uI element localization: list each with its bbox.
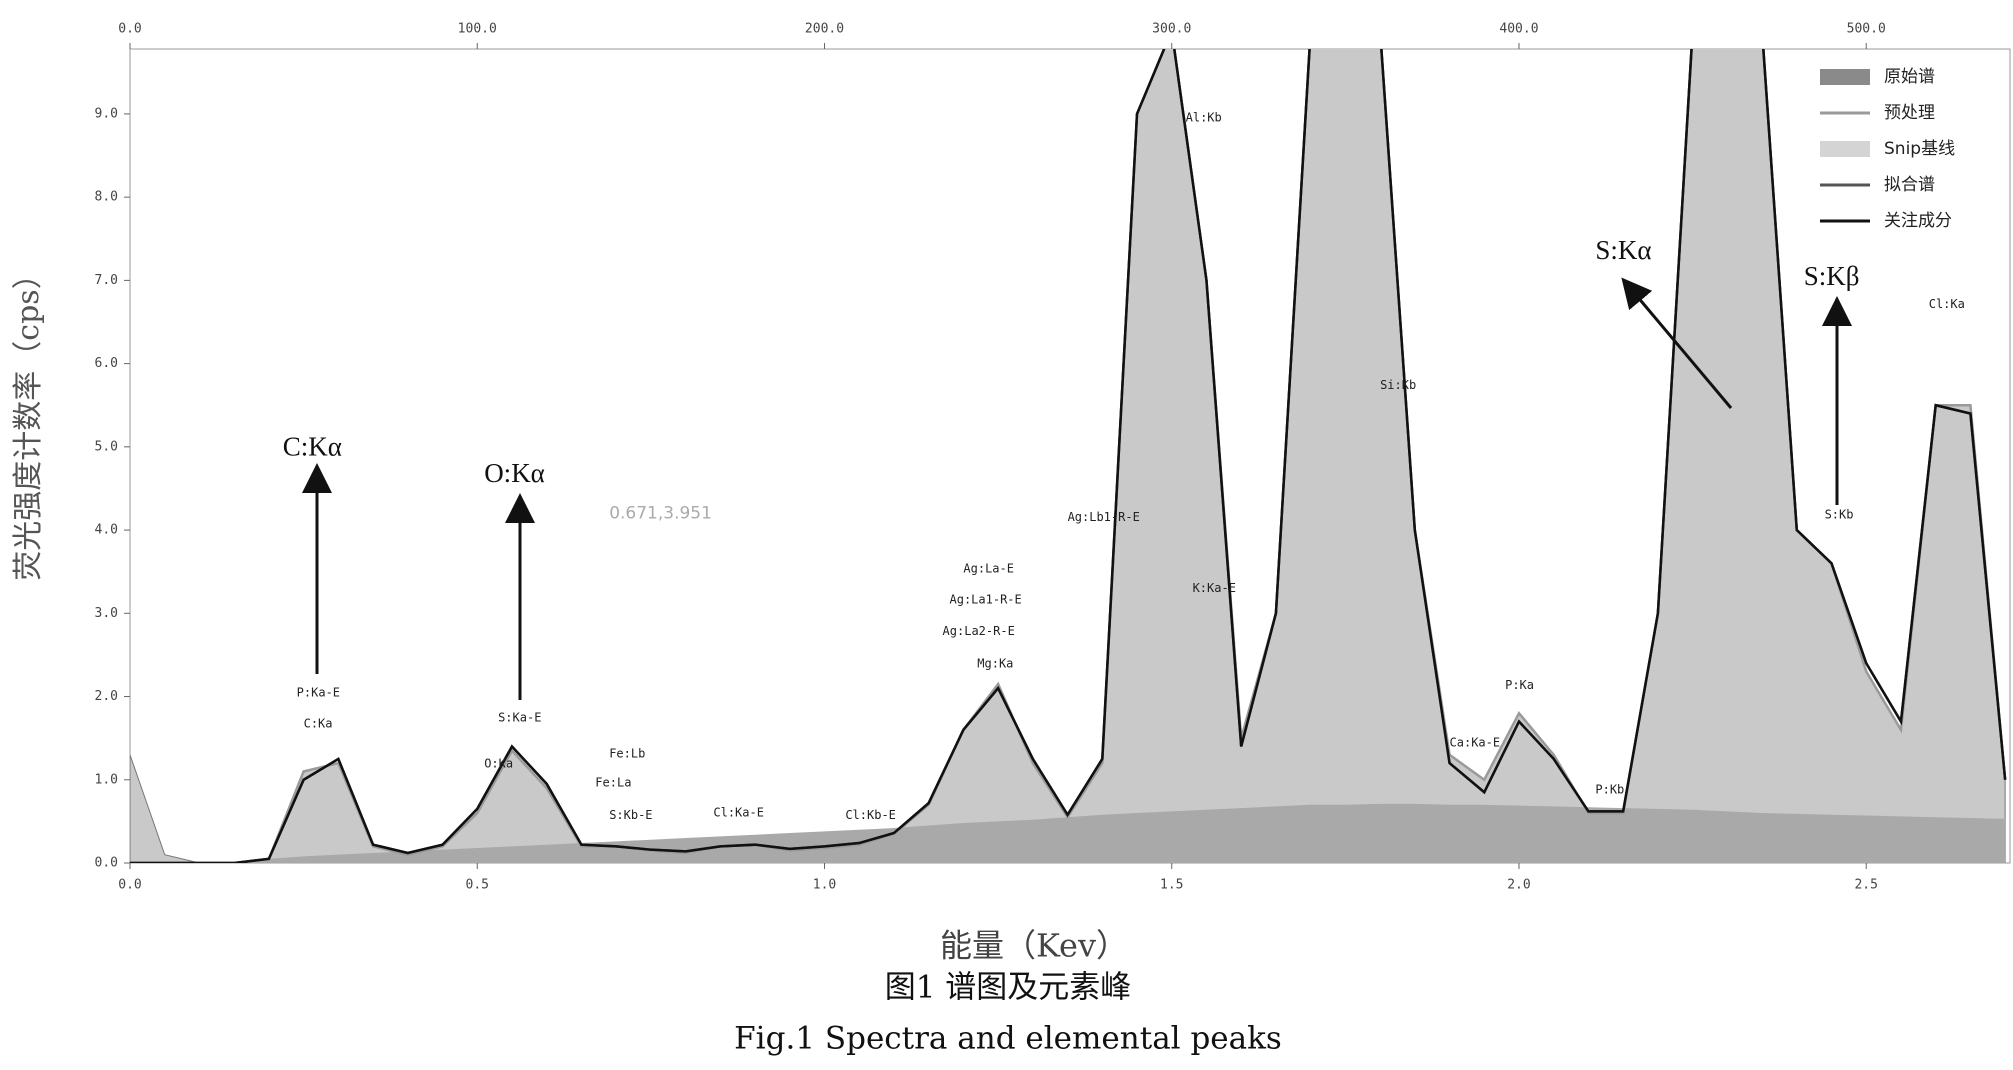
x-tick-label: 2.5	[1854, 878, 1877, 893]
y-tick-label: 4.0	[95, 523, 118, 538]
x2-tick-label: 300.0	[1152, 22, 1191, 37]
y-tick-label: 6.0	[95, 356, 118, 371]
peak-label: P:Ka-E	[297, 686, 340, 700]
y-tick-label: 5.0	[95, 439, 118, 454]
peak-label: Mg:Ka	[977, 657, 1013, 671]
peak-label: Cl:Kb-E	[845, 808, 896, 822]
arrow	[1621, 277, 1733, 409]
caption: 图1 谱图及元素峰	[885, 970, 1132, 1006]
spectrum-area	[130, 803, 2006, 863]
element-label: S:Kβ	[1804, 261, 1860, 291]
peak-label: Cl:Ka-E	[713, 806, 764, 820]
peak-label: S:Kb-E	[609, 808, 652, 822]
peak-label: Ag:La-E	[963, 562, 1014, 576]
y-tick-label: 1.0	[95, 772, 118, 787]
x2-tick-label: 500.0	[1847, 22, 1886, 37]
caption: Fig.1 Spectra and elemental peaks	[734, 1021, 1282, 1057]
peak-label: Al:Kb	[1186, 111, 1222, 125]
x2-tick-label: 200.0	[805, 22, 844, 37]
y-tick-label: 3.0	[95, 606, 118, 621]
x-axis-title: 能量（Kev）	[940, 927, 1128, 965]
x2-tick-label: 0.0	[118, 22, 141, 37]
spectrum-line	[130, 49, 2007, 863]
x-tick-label: 1.5	[1160, 878, 1183, 893]
peak-label: Cl:Ka	[1929, 297, 1965, 311]
x-tick-label: 0.5	[466, 878, 489, 893]
legend-label: 关注成分	[1884, 211, 1952, 231]
peak-label: Fe:La	[595, 776, 631, 790]
legend-label: 原始谱	[1884, 67, 1935, 87]
y-tick-label: 2.0	[95, 689, 118, 704]
legend-swatch	[1820, 141, 1870, 157]
legend-label: 拟合谱	[1884, 175, 1935, 195]
peak-label: Ag:La2-R-E	[943, 624, 1015, 638]
peak-label: C:Ka	[304, 717, 333, 731]
x-tick-label: 2.0	[1507, 878, 1530, 893]
y-axis-title: 荧光强度计数率（cps）	[11, 259, 46, 580]
peak-label: O:Ka	[484, 756, 513, 770]
spectrum-line	[130, 49, 2007, 863]
y-tick-label: 7.0	[95, 273, 118, 288]
peak-label: P:Ka	[1505, 678, 1534, 692]
plot-layer	[130, 49, 2007, 863]
x-tick-label: 1.0	[813, 878, 836, 893]
element-label: O:Kα	[484, 458, 545, 488]
y-tick-label: 0.0	[95, 856, 118, 871]
peak-label: Si:Kb	[1380, 378, 1416, 392]
peak-label: K:Ka-E	[1193, 581, 1236, 595]
y-tick-label: 8.0	[95, 190, 118, 205]
element-label: S:Kα	[1595, 235, 1651, 265]
peak-label: Ca:Ka-E	[1450, 736, 1501, 750]
element-label: C:Kα	[283, 432, 342, 462]
x-tick-label: 0.0	[118, 878, 141, 893]
x2-tick-label: 400.0	[1499, 22, 1538, 37]
peak-label: Ag:Lb1-R-E	[1068, 510, 1140, 524]
legend-swatch	[1820, 69, 1870, 85]
peak-label: Ag:La1-R-E	[950, 592, 1022, 606]
arrows	[302, 277, 1852, 700]
peak-label: P:Kb	[1595, 782, 1624, 796]
peak-label: S:Ka-E	[498, 711, 541, 725]
legend-label: 预处理	[1884, 103, 1935, 123]
legend-label: Snip基线	[1884, 139, 1955, 159]
x2-tick-label: 100.0	[458, 22, 497, 37]
peak-label: S:Kb	[1825, 508, 1854, 522]
y-tick-label: 9.0	[95, 106, 118, 121]
peak-label: Fe:Lb	[609, 746, 645, 760]
cursor-readout: 0.671,3.951	[609, 503, 712, 523]
